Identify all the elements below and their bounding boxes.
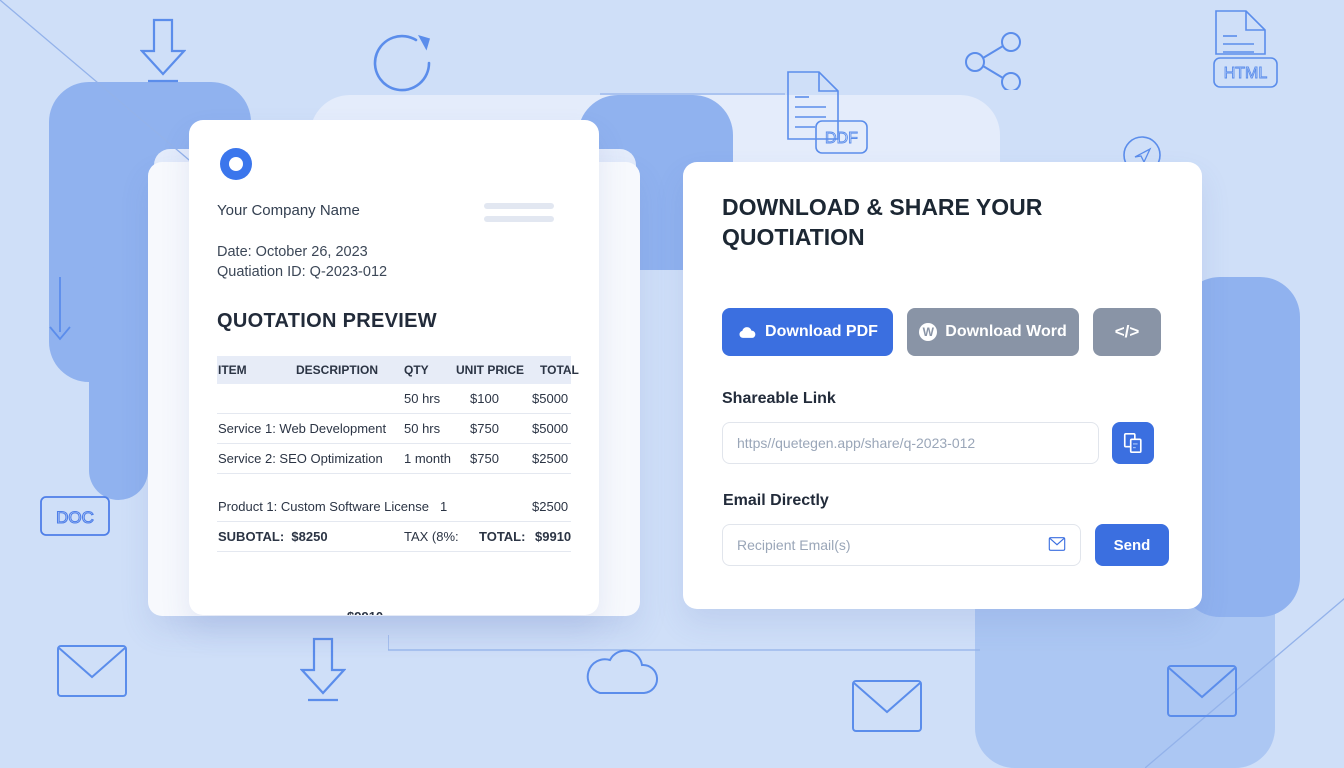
svg-text:DOC: DOC xyxy=(56,508,94,527)
svg-text:DDF: DDF xyxy=(825,130,858,147)
svg-text:HTML: HTML xyxy=(1224,65,1268,82)
